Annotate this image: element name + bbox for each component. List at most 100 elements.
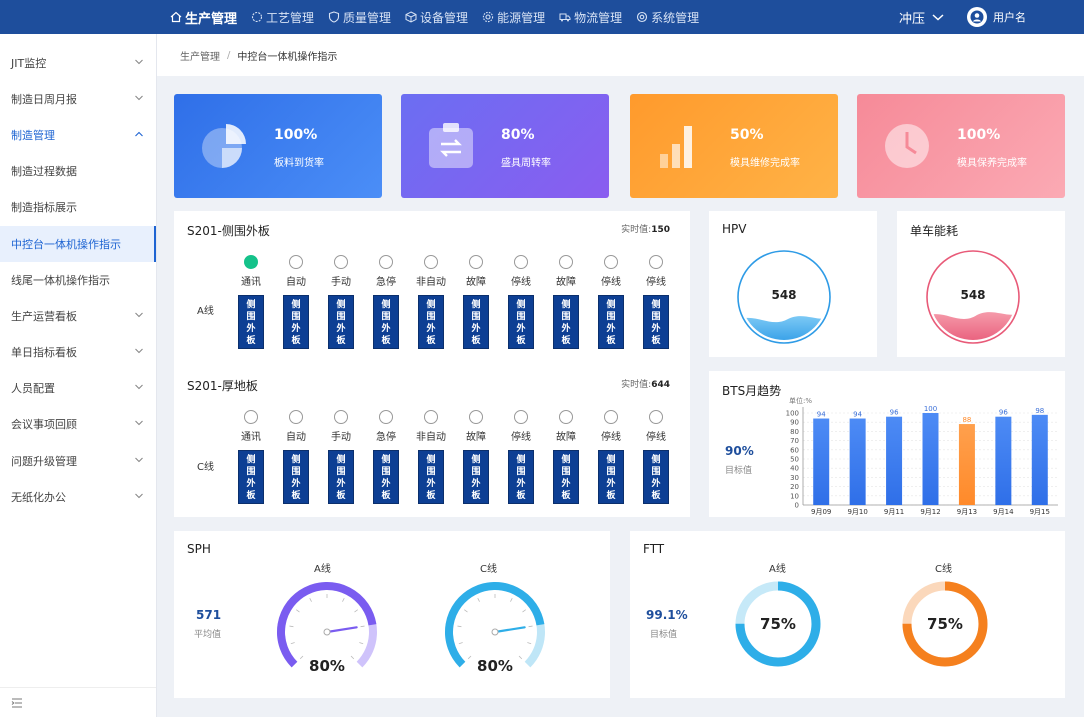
sph-gauge-c-label: C线 xyxy=(480,564,497,575)
sidebar-item-daily[interactable]: 单日指标看板 xyxy=(0,334,156,370)
part-board-button[interactable]: 侧围外板 xyxy=(598,295,624,349)
part-board-button[interactable]: 侧围外板 xyxy=(238,450,264,504)
sidebar-item-process-data[interactable]: 制造过程数据 xyxy=(0,153,156,189)
y-tick-label: 90 xyxy=(790,419,799,427)
part-board-button[interactable]: 侧围外板 xyxy=(508,450,534,504)
sidebar-item-operations[interactable]: 生产运营看板 xyxy=(0,298,156,334)
part-board-button[interactable]: 侧围外板 xyxy=(418,295,444,349)
part-board-button[interactable]: 侧围外板 xyxy=(553,450,579,504)
status-indicator xyxy=(604,410,618,424)
nav-item-equipment[interactable]: 设备管理 xyxy=(405,0,468,34)
sidebar-item-label: 问题升级管理 xyxy=(11,455,77,468)
status-indicator xyxy=(514,255,528,269)
sph-gauge-c-value: 80% xyxy=(477,657,513,675)
sidebar-item-manufacturing[interactable]: 制造管理 xyxy=(0,117,156,153)
sidebar-item-jit[interactable]: JIT监控 xyxy=(0,45,156,81)
status-label: 停线 xyxy=(601,277,621,288)
ring-fill xyxy=(735,581,821,667)
kpi-card-repair[interactable]: 50% 模具维修完成率 xyxy=(630,94,838,198)
part-board-button[interactable]: 侧围外板 xyxy=(418,450,444,504)
ftt-ring-c xyxy=(902,581,988,667)
part-board-button[interactable]: 侧围外板 xyxy=(643,450,669,504)
part-board-button[interactable]: 侧围外板 xyxy=(463,295,489,349)
part-board-button[interactable]: 侧围外板 xyxy=(283,450,309,504)
part-board-button[interactable]: 侧围外板 xyxy=(238,295,264,349)
part-board-button[interactable]: 侧围外板 xyxy=(373,450,399,504)
status-label: 停线 xyxy=(646,277,666,288)
part-board-button[interactable]: 侧围外板 xyxy=(463,450,489,504)
sidebar-item-report[interactable]: 制造日周月报 xyxy=(0,81,156,117)
truck-icon xyxy=(559,13,571,22)
breadcrumb-root[interactable]: 生产管理 xyxy=(180,51,220,63)
kpi-card-material[interactable]: 100% 板料到货率 xyxy=(174,94,382,198)
station-status: 故障 xyxy=(546,410,586,443)
nav-item-logistics[interactable]: 物流管理 xyxy=(559,0,622,34)
ftt-ring-c-value: 75% xyxy=(927,615,963,633)
sidebar-item-label: 线尾一体机操作指示 xyxy=(11,274,110,287)
part-board-button[interactable]: 侧围外板 xyxy=(283,295,309,349)
bar xyxy=(813,418,830,505)
clock-icon xyxy=(885,124,929,168)
y-tick-label: 80 xyxy=(790,428,799,436)
nav-item-production[interactable]: 生产管理 xyxy=(170,0,237,34)
y-tick-label: 10 xyxy=(790,492,799,500)
part-board-button[interactable]: 侧围外板 xyxy=(373,295,399,349)
nav-item-system[interactable]: 系统管理 xyxy=(636,0,699,34)
sidebar-item-console[interactable]: 中控台一体机操作指示 xyxy=(0,226,156,262)
part-board-button[interactable]: 侧围外板 xyxy=(508,295,534,349)
sph-gauge-c xyxy=(445,582,545,668)
nav-item-energy[interactable]: 能源管理 xyxy=(482,0,545,34)
gauge-fill xyxy=(277,582,377,668)
username[interactable]: 用户名 xyxy=(993,11,1026,24)
status-indicator xyxy=(514,410,528,424)
gauge-needle xyxy=(325,626,358,634)
nav-item-process[interactable]: 工艺管理 xyxy=(251,0,314,34)
sidebar-item-paperless[interactable]: 无纸化办公 xyxy=(0,479,156,515)
sph-panel: SPH 571 平均值 A线 C线 80% 80% xyxy=(174,531,610,698)
chevron-down-icon xyxy=(135,59,143,65)
y-tick-label: 0 xyxy=(795,502,799,510)
sidebar-item-meetings[interactable]: 会议事项回顾 xyxy=(0,406,156,442)
sph-gauge-a-value: 80% xyxy=(309,657,345,675)
hpv-value: 548 xyxy=(771,288,797,302)
chevron-down-icon xyxy=(135,312,143,318)
part-board-button[interactable]: 侧围外板 xyxy=(328,450,354,504)
kpi-card-maintenance[interactable]: 100% 模具保养完成率 xyxy=(857,94,1065,198)
gauge-tick xyxy=(296,609,300,613)
line-c-realtime: 实时值:644 xyxy=(621,377,670,390)
nav-item-quality[interactable]: 质量管理 xyxy=(328,0,391,34)
chevron-down-icon xyxy=(135,384,143,390)
kpi-label: 模具保养完成率 xyxy=(957,158,1027,169)
part-board-button[interactable]: 侧围外板 xyxy=(553,295,579,349)
sidebar-item-escalation[interactable]: 问题升级管理 xyxy=(0,443,156,479)
bar-chart-icon xyxy=(660,126,692,168)
bar-value-label: 98 xyxy=(1035,407,1044,415)
gauge-tick xyxy=(518,655,523,660)
module-nav: 生产管理 工艺管理 质量管理 设备管理 能源管理 物流管理 系统管理 xyxy=(170,0,713,34)
realtime-label: 实时值: xyxy=(621,380,652,390)
part-board-button[interactable]: 侧围外板 xyxy=(643,295,669,349)
status-label: 停线 xyxy=(646,432,666,443)
plant-selector[interactable]: 冲压 xyxy=(899,8,945,27)
energy-value: 548 xyxy=(960,288,986,302)
gauge-pivot xyxy=(323,628,331,636)
avatar[interactable] xyxy=(967,7,987,27)
sidebar-item-label: JIT监控 xyxy=(11,57,47,70)
status-indicator xyxy=(379,255,393,269)
station-status: 通讯 xyxy=(231,410,271,443)
kpi-card-container[interactable]: 80% 盛具周转率 xyxy=(401,94,609,198)
sidebar-item-line-end[interactable]: 线尾一体机操作指示 xyxy=(0,262,156,298)
status-indicator xyxy=(289,255,303,269)
sidebar-item-staffing[interactable]: 人员配置 xyxy=(0,370,156,406)
sidebar-collapse-button[interactable] xyxy=(0,687,156,717)
ftt-ring-a-value: 75% xyxy=(760,615,796,633)
part-board-button[interactable]: 侧围外板 xyxy=(598,450,624,504)
line-a-label: A线 xyxy=(197,306,214,317)
status-label: 故障 xyxy=(466,432,486,443)
sidebar-item-label: 单日指标看板 xyxy=(11,346,77,359)
part-board-button[interactable]: 侧围外板 xyxy=(328,295,354,349)
unit-label: 单位:% xyxy=(789,396,812,405)
bar xyxy=(1031,414,1048,505)
sidebar-item-indicators[interactable]: 制造指标展示 xyxy=(0,189,156,225)
settings-icon xyxy=(637,11,648,23)
